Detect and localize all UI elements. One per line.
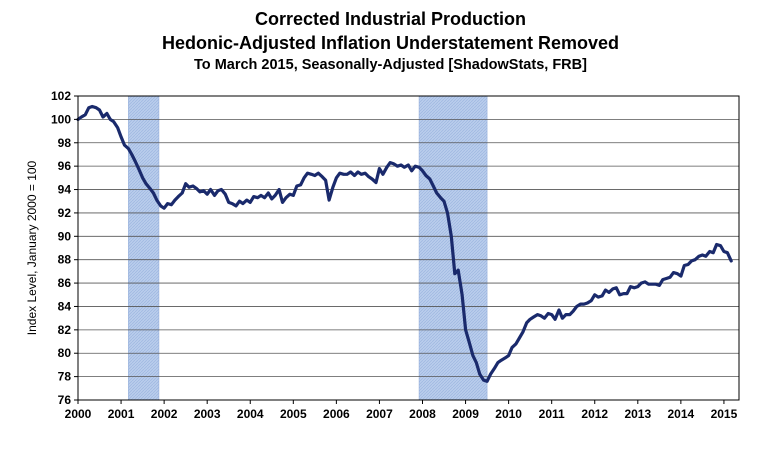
x-tick-label-2013: 2013 xyxy=(624,407,651,421)
x-tick-label-2015: 2015 xyxy=(711,407,738,421)
y-tick-label-80: 80 xyxy=(58,346,72,360)
y-tick-label-88: 88 xyxy=(58,253,72,267)
y-tick-label-92: 92 xyxy=(58,206,72,220)
x-tick-label-2011: 2011 xyxy=(539,407,565,421)
y-tick-label-78: 78 xyxy=(58,370,72,384)
x-tick-label-2000: 2000 xyxy=(65,407,92,421)
recession-band-1 xyxy=(128,95,160,401)
y-tick-label-82: 82 xyxy=(58,323,72,337)
y-tick-label-76: 76 xyxy=(58,393,72,407)
x-tick-label-2001: 2001 xyxy=(108,407,135,421)
x-tick-label-2002: 2002 xyxy=(151,407,178,421)
y-tick-label-84: 84 xyxy=(58,299,72,313)
y-axis-label: Index Level, January 2000 = 100 xyxy=(25,160,39,335)
x-tick-label-2006: 2006 xyxy=(323,407,350,421)
y-tick-label-98: 98 xyxy=(58,136,72,150)
chart-subtitle-2: To March 2015, Seasonally-Adjusted [Shad… xyxy=(194,57,587,73)
chart-title: Corrected Industrial Production xyxy=(254,9,527,29)
x-tick-label-2007: 2007 xyxy=(366,407,393,421)
y-tick-label-86: 86 xyxy=(58,276,72,290)
series-line-1 xyxy=(76,104,733,383)
y-tick-label-94: 94 xyxy=(58,183,72,197)
x-tick-label-2012: 2012 xyxy=(581,407,608,421)
y-tick-label-90: 90 xyxy=(58,229,72,243)
plot-frame xyxy=(77,95,740,401)
x-tick-label-2010: 2010 xyxy=(495,407,522,421)
x-tick-label-2005: 2005 xyxy=(280,407,307,421)
y-tick-label-100: 100 xyxy=(51,112,71,126)
x-tick-label-2004: 2004 xyxy=(237,407,264,421)
x-tick-label-2008: 2008 xyxy=(409,407,436,421)
x-tick-label-2014: 2014 xyxy=(668,407,695,421)
x-tick-label-2009: 2009 xyxy=(452,407,479,421)
y-tick-label-102: 102 xyxy=(51,89,71,103)
y-tick-label-96: 96 xyxy=(58,159,72,173)
chart-subtitle: Hedonic-Adjusted Inflation Understatemen… xyxy=(161,33,620,53)
x-tick-label-2003: 2003 xyxy=(194,407,221,421)
